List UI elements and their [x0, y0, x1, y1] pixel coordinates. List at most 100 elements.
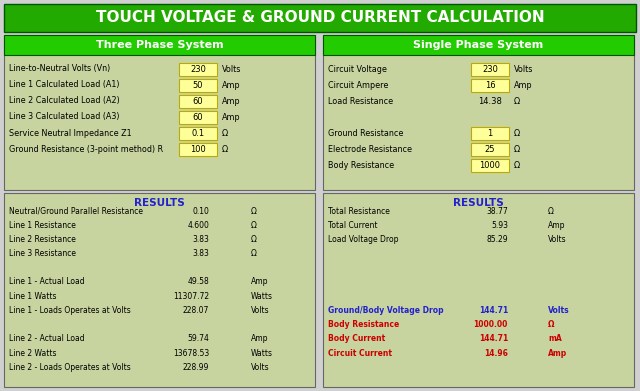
Text: Ω: Ω	[514, 129, 520, 138]
Text: Body Resistance: Body Resistance	[328, 320, 399, 329]
Text: Neutral/Ground Parallel Resistance: Neutral/Ground Parallel Resistance	[9, 206, 143, 215]
Text: TOUCH VOLTAGE & GROUND CURRENT CALCULATION: TOUCH VOLTAGE & GROUND CURRENT CALCULATI…	[96, 11, 544, 25]
Text: Ω: Ω	[251, 235, 257, 244]
Text: Circuit Voltage: Circuit Voltage	[328, 65, 387, 74]
Text: 100: 100	[190, 145, 206, 154]
Text: Volts: Volts	[514, 65, 533, 74]
Text: 1000: 1000	[479, 160, 500, 170]
Bar	[179, 127, 217, 140]
Bar	[179, 111, 217, 124]
Text: RESULTS: RESULTS	[134, 198, 185, 208]
Text: RESULTS: RESULTS	[453, 198, 504, 208]
Text: 4.600: 4.600	[187, 221, 209, 230]
Text: Line 1 Watts: Line 1 Watts	[9, 292, 56, 301]
Text: 14.96: 14.96	[484, 348, 508, 357]
Text: 49.58: 49.58	[188, 278, 209, 287]
Text: Amp: Amp	[222, 97, 241, 106]
Text: Ω: Ω	[251, 249, 257, 258]
Text: Ground Resistance: Ground Resistance	[328, 129, 403, 138]
Bar	[4, 193, 315, 387]
Text: Volts: Volts	[251, 306, 269, 315]
Text: mA: mA	[548, 334, 562, 343]
Text: 144.71: 144.71	[479, 334, 508, 343]
Bar	[471, 79, 509, 91]
Text: Single Phase System: Single Phase System	[413, 40, 543, 50]
Text: Line 2 Resistance: Line 2 Resistance	[9, 235, 76, 244]
Text: Volts: Volts	[548, 306, 570, 315]
Text: Body Current: Body Current	[328, 334, 385, 343]
Bar	[4, 4, 636, 32]
Text: 85.29: 85.29	[486, 235, 508, 244]
Text: Ω: Ω	[548, 320, 554, 329]
Text: 3.83: 3.83	[192, 235, 209, 244]
Text: Electrode Resistance: Electrode Resistance	[328, 145, 412, 154]
Text: 60: 60	[193, 113, 204, 122]
Text: Amp: Amp	[548, 348, 567, 357]
Text: Body Resistance: Body Resistance	[328, 160, 394, 170]
Bar	[179, 95, 217, 108]
Bar	[471, 158, 509, 172]
Text: Line 2 Watts: Line 2 Watts	[9, 348, 56, 357]
Bar	[471, 127, 509, 140]
Text: 144.71: 144.71	[479, 306, 508, 315]
Text: Total Resistance: Total Resistance	[328, 206, 390, 215]
Text: Volts: Volts	[251, 363, 269, 372]
Text: Load Resistance: Load Resistance	[328, 97, 393, 106]
Text: 60: 60	[193, 97, 204, 106]
Text: Circuit Ampere: Circuit Ampere	[328, 81, 388, 90]
Text: Line 2 - Actual Load: Line 2 - Actual Load	[9, 334, 84, 343]
Text: Line 3 Calculated Load (A3): Line 3 Calculated Load (A3)	[9, 113, 120, 122]
Text: 3.83: 3.83	[192, 249, 209, 258]
Bar	[471, 63, 509, 75]
Text: 230: 230	[190, 65, 206, 74]
Text: 25: 25	[484, 145, 495, 154]
Text: Line 1 - Loads Operates at Volts: Line 1 - Loads Operates at Volts	[9, 306, 131, 315]
Bar	[323, 35, 634, 55]
Text: Amp: Amp	[251, 278, 269, 287]
Text: 50: 50	[193, 81, 204, 90]
Text: Circuit Current: Circuit Current	[328, 348, 392, 357]
Text: Line 2 Calculated Load (A2): Line 2 Calculated Load (A2)	[9, 97, 120, 106]
Text: Ground Resistance (3-point method) R: Ground Resistance (3-point method) R	[9, 145, 163, 154]
Text: Ω: Ω	[514, 160, 520, 170]
Bar	[323, 35, 634, 190]
Text: Ground/Body Voltage Drop: Ground/Body Voltage Drop	[328, 306, 444, 315]
Bar	[179, 63, 217, 75]
Text: Watts: Watts	[251, 292, 273, 301]
Bar	[179, 79, 217, 91]
Text: Line 1 Resistance: Line 1 Resistance	[9, 221, 76, 230]
Text: Ω: Ω	[222, 145, 228, 154]
Text: Amp: Amp	[222, 81, 241, 90]
Text: Amp: Amp	[514, 81, 532, 90]
Text: 230: 230	[482, 65, 498, 74]
Text: Load Voltage Drop: Load Voltage Drop	[328, 235, 399, 244]
Text: 38.77: 38.77	[486, 206, 508, 215]
Text: Volts: Volts	[548, 235, 566, 244]
Text: 1000.00: 1000.00	[474, 320, 508, 329]
Bar	[4, 35, 315, 190]
Bar	[323, 193, 634, 387]
Text: Ω: Ω	[514, 145, 520, 154]
Text: Line 2 - Loads Operates at Volts: Line 2 - Loads Operates at Volts	[9, 363, 131, 372]
Text: 0.1: 0.1	[191, 129, 205, 138]
Text: Total Current: Total Current	[328, 221, 378, 230]
Text: Line-to-Neutral Volts (Vn): Line-to-Neutral Volts (Vn)	[9, 65, 110, 74]
Text: Volts: Volts	[222, 65, 241, 74]
Text: Ω: Ω	[251, 206, 257, 215]
Text: Amp: Amp	[548, 221, 566, 230]
Text: Three Phase System: Three Phase System	[96, 40, 223, 50]
Text: Service Neutral Impedance Z1: Service Neutral Impedance Z1	[9, 129, 132, 138]
Text: Ω: Ω	[548, 206, 554, 215]
Text: 13678.53: 13678.53	[173, 348, 209, 357]
Text: 14.38: 14.38	[478, 97, 502, 106]
Text: Watts: Watts	[251, 348, 273, 357]
Text: Ω: Ω	[251, 221, 257, 230]
Bar	[179, 142, 217, 156]
Bar	[4, 35, 315, 55]
Text: Amp: Amp	[222, 113, 241, 122]
Text: Line 3 Resistance: Line 3 Resistance	[9, 249, 76, 258]
Text: 11307.72: 11307.72	[173, 292, 209, 301]
Text: 0.10: 0.10	[192, 206, 209, 215]
Text: 1: 1	[488, 129, 493, 138]
Text: Amp: Amp	[251, 334, 269, 343]
